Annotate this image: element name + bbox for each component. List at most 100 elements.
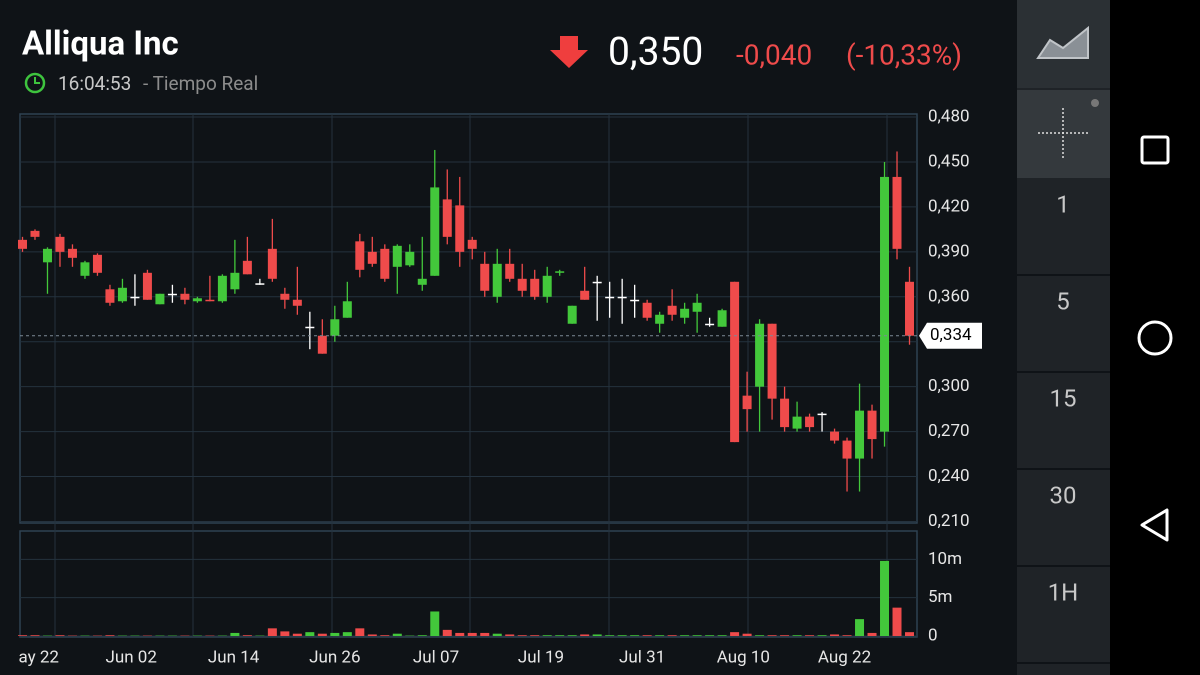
- x-tick-label: Jun 02: [105, 647, 156, 667]
- candle-body: [892, 176, 902, 249]
- candle-body: [330, 319, 340, 336]
- volume-bar: [355, 628, 365, 636]
- y-tick-label: 0,300: [928, 376, 970, 396]
- last-price: 0,350: [608, 28, 703, 74]
- candle-body: [792, 416, 802, 429]
- volume-bar: [342, 632, 352, 636]
- candle-body: [867, 410, 877, 440]
- volume-bar: [792, 635, 802, 636]
- volume-bar: [580, 634, 590, 636]
- volume-bar: [855, 619, 865, 636]
- volume-bar: [567, 635, 577, 636]
- y-tick-label: 10m: [928, 549, 962, 569]
- candle-body: [355, 241, 365, 270]
- candle-body: [442, 199, 452, 237]
- down-arrow: [550, 36, 588, 68]
- y-tick-label: 0,480: [928, 106, 970, 126]
- volume-bar: [905, 632, 915, 636]
- candle-body: [717, 310, 727, 327]
- volume-bar: [605, 635, 615, 636]
- indicator-dot: [1091, 99, 1099, 107]
- y-tick-label: 0,240: [928, 466, 970, 486]
- volume-bar: [367, 634, 377, 636]
- volume-bar: [767, 635, 777, 636]
- x-tick-label: Jun 14: [208, 647, 260, 667]
- volume-bar: [455, 632, 465, 636]
- volume-bar: [880, 560, 890, 636]
- nav-bar: [1110, 0, 1200, 675]
- volume-bar: [892, 607, 902, 636]
- x-tick-label: Aug 10: [717, 647, 770, 667]
- volume-bar: [55, 635, 65, 636]
- candle-body: [742, 395, 752, 410]
- volume-bar: [480, 632, 490, 636]
- volume-bar: [680, 635, 690, 636]
- candle-body: [805, 416, 815, 428]
- candle-body: [467, 239, 477, 249]
- candle-body: [267, 248, 277, 279]
- candle-body: [117, 287, 127, 302]
- candle-body: [142, 272, 152, 300]
- candle-body: [505, 263, 515, 279]
- volume-bar: [292, 633, 302, 636]
- candle-body: [380, 248, 390, 279]
- last-price-label: 0,334: [930, 325, 972, 345]
- home-button[interactable]: [1137, 320, 1173, 356]
- interval-label: 15: [1050, 384, 1077, 412]
- volume-bar: [542, 635, 552, 636]
- candle-body: [30, 230, 40, 237]
- volume-bar: [30, 635, 40, 636]
- candle-body: [42, 248, 52, 263]
- recents-button[interactable]: [1140, 135, 1170, 165]
- back-button[interactable]: [1140, 508, 1169, 542]
- candle-body: [680, 308, 690, 318]
- volume-bar: [442, 629, 452, 636]
- volume-bar: [430, 611, 440, 636]
- candle-body: [455, 205, 465, 252]
- volume-bar: [817, 635, 827, 636]
- x-tick-label: Jun 26: [309, 647, 360, 667]
- candle-body: [580, 290, 590, 300]
- candle-body: [880, 176, 890, 432]
- volume-bar: [830, 634, 840, 636]
- interval-label: 1H: [1048, 578, 1079, 606]
- candle-body: [417, 278, 427, 285]
- interval-label: 30: [1050, 481, 1077, 509]
- clock-hands: [34, 77, 40, 84]
- candle-body: [167, 293, 177, 296]
- candle-body: [542, 275, 552, 297]
- volume-bar: [655, 635, 665, 636]
- x-tick-label: Jul 19: [518, 647, 564, 667]
- volume-bar: [730, 632, 740, 636]
- candle-body: [655, 314, 665, 324]
- candle-body: [317, 335, 327, 354]
- candle-body: [817, 413, 827, 416]
- interval-label: 5: [1056, 287, 1070, 315]
- candle-body: [18, 239, 27, 249]
- x-tick-label: Jul 07: [413, 647, 459, 667]
- chart-type-button[interactable]: [1017, 0, 1110, 88]
- clock-icon: [24, 72, 46, 94]
- candle-body: [617, 296, 627, 299]
- volume-bar: [630, 635, 640, 636]
- candle-body: [905, 281, 915, 336]
- candle-body: [155, 293, 165, 305]
- candle-body: [767, 323, 777, 399]
- quote-note: - Tiempo Real: [143, 72, 258, 95]
- candle-body: [180, 293, 190, 300]
- volume-bar: [280, 631, 290, 636]
- volume-bar: [267, 628, 277, 636]
- y-tick-label: 5m: [928, 587, 952, 607]
- candle-body: [255, 283, 265, 285]
- volume-bar: [742, 633, 752, 636]
- candle-body: [530, 278, 540, 297]
- volume-bar: [505, 634, 515, 636]
- volume-bar: [467, 632, 477, 636]
- volume-bar: [667, 635, 677, 636]
- candle-body: [830, 431, 840, 441]
- volume-bar: [517, 635, 527, 636]
- volume-bar: [842, 635, 852, 636]
- volume-bar: [555, 635, 565, 636]
- volume-bar: [592, 634, 602, 636]
